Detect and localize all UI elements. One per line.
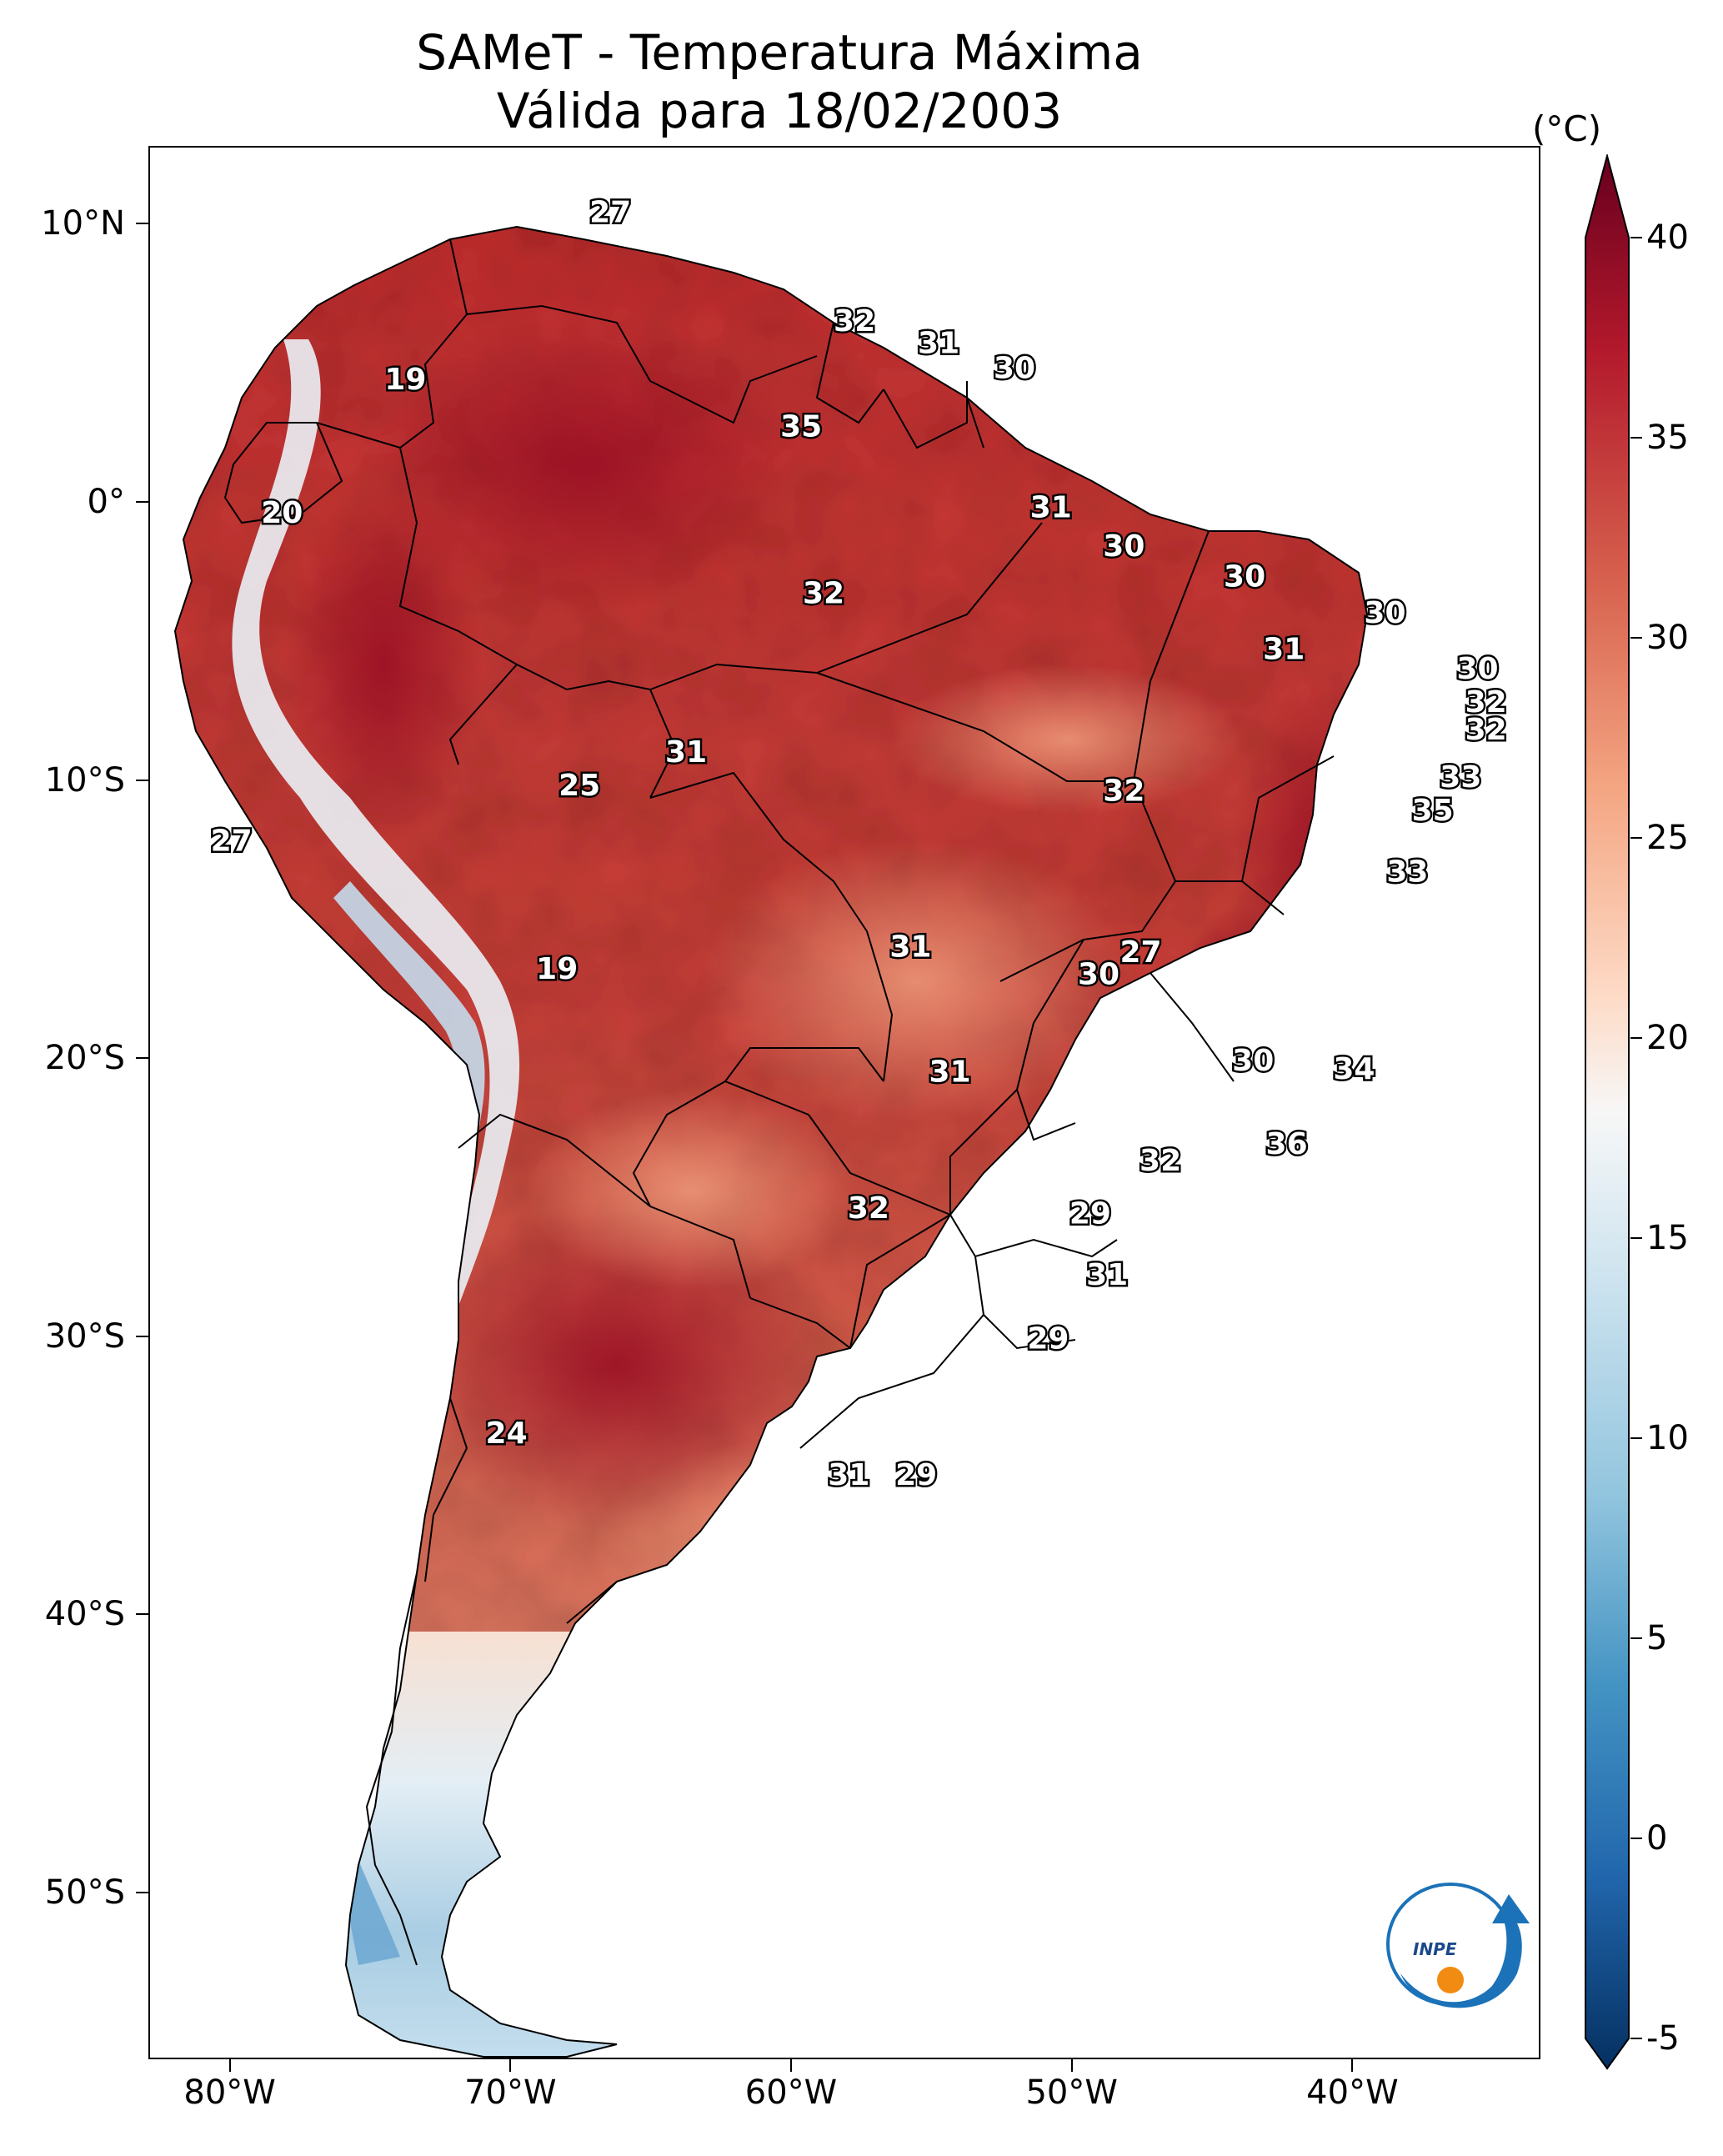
temperature-label: 35: [780, 410, 822, 444]
colorbar-tick-label: 30: [1646, 619, 1689, 657]
temperature-label: 31: [665, 735, 707, 770]
longitude-tick: [1351, 2059, 1354, 2072]
latitude-tick: [136, 223, 148, 225]
map-panel: INPE 27 32 31 30 19 35 20 31 30 30 32 30 31 30 32 32 31 3…: [148, 146, 1540, 2059]
temperature-label: 24: [486, 1416, 528, 1451]
temperature-label: 27: [589, 196, 631, 230]
temperature-label: 30: [1364, 596, 1405, 630]
inpe-logo-text: INPE: [1413, 1939, 1457, 1959]
temperature-label: 19: [536, 952, 578, 986]
temperature-label: 25: [558, 769, 600, 803]
country-borders: [174, 226, 1368, 2058]
colorbar-tick-label: 25: [1646, 819, 1689, 857]
longitude-label: 50°W: [1025, 2073, 1118, 2112]
temperature-label: 31: [1086, 1258, 1128, 1292]
latitude-tick: [136, 1057, 148, 1060]
temperature-label: 30: [1078, 958, 1119, 992]
longitude-label: 40°W: [1306, 2073, 1399, 2112]
colorbar-tick-label: 0: [1646, 1819, 1668, 1858]
temperature-field: [175, 227, 1367, 2057]
colorbar-tick-label: 5: [1646, 1619, 1668, 1657]
temperature-label: 29: [895, 1458, 937, 1492]
longitude-tick: [509, 2059, 512, 2072]
temperature-label: 32: [803, 577, 844, 611]
colorbar-tick-label: 35: [1646, 419, 1689, 457]
temperature-label: 32: [1103, 775, 1144, 809]
temperature-label: 36: [1266, 1127, 1308, 1161]
longitude-label: 60°W: [744, 2073, 838, 2112]
temperature-label: 30: [994, 352, 1035, 386]
latitude-label: 20°S: [44, 1039, 125, 1078]
temperature-label: 32: [1139, 1144, 1181, 1178]
map-title: SAMeT - Temperatura Máxima Válida para 1…: [0, 23, 1559, 140]
colorbar-tick: [1630, 437, 1642, 439]
temperature-label: 32: [1465, 713, 1507, 747]
colorbar-tick: [1630, 637, 1642, 639]
latitude-tick: [136, 1335, 148, 1337]
inpe-logo: INPE: [1386, 1883, 1530, 2008]
temperature-label: 31: [929, 1055, 971, 1089]
longitude-tick: [228, 2059, 231, 2072]
latitude-tick: [136, 1891, 148, 1893]
longitude-label: 80°W: [183, 2073, 276, 2112]
colorbar-tick-label: 10: [1646, 1419, 1689, 1457]
colorbar-tick: [1630, 1037, 1642, 1039]
latitude-label: 10°S: [44, 760, 125, 800]
temperature-label: 31: [918, 327, 959, 361]
temperature-label: 27: [211, 825, 253, 859]
title-line-2: Válida para 18/02/2003: [496, 83, 1063, 139]
temperature-label: 32: [834, 304, 875, 338]
temperature-label: 33: [1386, 855, 1428, 889]
temperature-label: 34: [1333, 1052, 1375, 1086]
temperature-label: 29: [1069, 1197, 1111, 1231]
colorbar-gradient: [1585, 154, 1630, 2070]
temperature-label: 30: [1224, 560, 1265, 594]
temperature-label: 33: [1440, 760, 1481, 795]
colorbar-tick: [1630, 2038, 1642, 2039]
temperature-label: 32: [848, 1191, 889, 1226]
latitude-label: 50°S: [44, 1873, 125, 1912]
colorbar: [1585, 154, 1630, 2070]
longitude-label: 70°W: [464, 2073, 557, 2112]
title-line-1: SAMeT - Temperatura Máxima: [416, 24, 1143, 81]
colorbar-unit: (°C): [1532, 108, 1602, 149]
latitude-label: 40°S: [44, 1595, 125, 1634]
temperature-label: 31: [1030, 490, 1072, 524]
colorbar-tick: [1630, 1237, 1642, 1239]
temperature-label: 30: [1103, 529, 1144, 564]
colorbar-tick: [1630, 1838, 1642, 1839]
temperature-label: 30: [1457, 652, 1499, 686]
latitude-label: 0°: [87, 482, 125, 521]
latitude-tick: [136, 1613, 148, 1616]
colorbar-tick-label: 40: [1646, 218, 1689, 257]
colorbar-tick-label: 15: [1646, 1219, 1689, 1257]
colorbar-tick: [1630, 237, 1642, 238]
temperature-label: 27: [1119, 935, 1161, 970]
colorbar-tick: [1630, 837, 1642, 839]
temperature-label: 32: [1465, 685, 1507, 720]
latitude-tick: [136, 500, 148, 503]
longitude-tick: [1070, 2059, 1073, 2072]
temperature-label: 35: [1412, 794, 1454, 828]
temperature-label: 31: [889, 930, 931, 964]
temperature-label: 20: [261, 496, 303, 530]
colorbar-tick-label: 20: [1646, 1019, 1689, 1057]
longitude-tick: [790, 2059, 793, 2072]
colorbar-tick-label: -5: [1646, 2019, 1680, 2058]
temperature-label: 31: [828, 1458, 869, 1492]
colorbar-tick: [1630, 1637, 1642, 1639]
temperature-label: 30: [1232, 1044, 1274, 1078]
temperature-label: 31: [1263, 632, 1305, 666]
latitude-tick: [136, 779, 148, 781]
temperature-label: 29: [1027, 1322, 1069, 1356]
colorbar-tick: [1630, 1437, 1642, 1439]
latitude-label: 10°N: [41, 204, 125, 243]
latitude-label: 30°S: [44, 1316, 125, 1356]
temperature-label: 19: [384, 363, 426, 397]
